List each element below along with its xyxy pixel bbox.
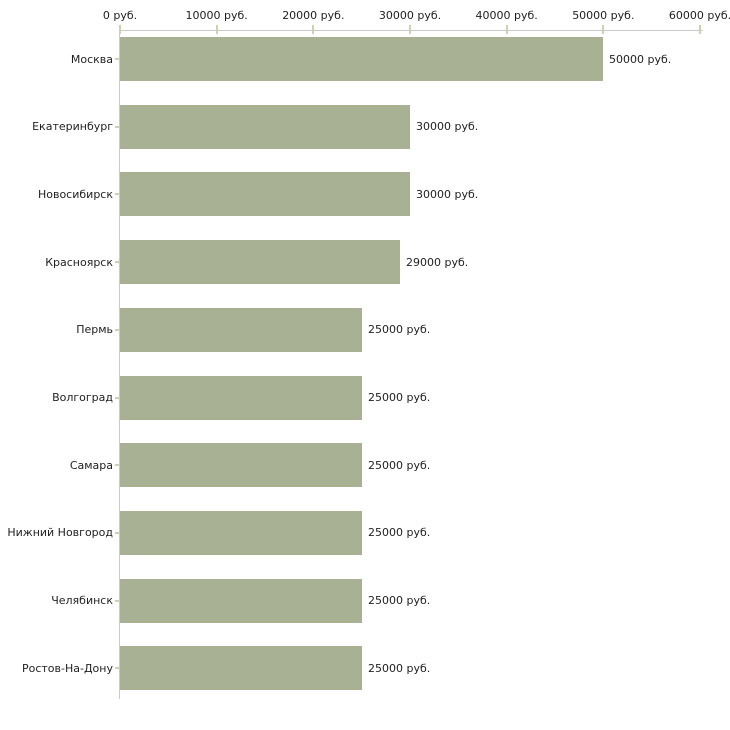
x-tick-label: 40000 руб. — [475, 9, 538, 22]
value-label: 30000 руб. — [416, 188, 479, 201]
category-label: Москва — [70, 53, 113, 66]
category-label: Ростов-На-Дону — [21, 662, 113, 675]
category-tick-mark — [115, 126, 120, 128]
bar — [120, 443, 362, 487]
value-label: 30000 руб. — [416, 120, 479, 133]
bar — [120, 172, 410, 216]
bar — [120, 105, 410, 149]
bar — [120, 240, 400, 284]
x-tick-label: 60000 руб. — [668, 9, 730, 22]
value-label: 25000 руб. — [368, 391, 431, 404]
x-tick-mark — [699, 25, 701, 34]
value-label: 25000 руб. — [368, 323, 431, 336]
category-tick-mark — [115, 261, 120, 263]
x-axis-line — [120, 30, 703, 31]
category-label: Новосибирск — [37, 188, 113, 201]
value-label: 25000 руб. — [368, 459, 431, 472]
value-label: 25000 руб. — [368, 526, 431, 539]
bar — [120, 37, 603, 81]
category-label: Волгоград — [52, 391, 113, 404]
category-tick-mark — [115, 464, 120, 466]
x-tick-label: 50000 руб. — [572, 9, 635, 22]
value-label: 25000 руб. — [368, 594, 431, 607]
category-label: Самара — [69, 459, 113, 472]
value-label: 25000 руб. — [368, 662, 431, 675]
bar — [120, 579, 362, 623]
x-tick-mark — [312, 25, 315, 34]
value-label: 29000 руб. — [406, 256, 469, 269]
category-tick-mark — [115, 667, 120, 669]
bar — [120, 308, 362, 352]
x-tick-mark — [602, 25, 605, 34]
x-tick-mark — [215, 25, 218, 34]
bar — [120, 376, 362, 420]
bar — [120, 511, 362, 555]
x-tick-label: 0 руб. — [102, 9, 138, 22]
x-tick-label: 20000 руб. — [282, 9, 345, 22]
category-label: Челябинск — [51, 594, 113, 607]
category-tick-mark — [115, 397, 120, 399]
category-tick-mark — [115, 329, 120, 331]
x-tick-mark — [505, 25, 508, 34]
category-tick-mark — [115, 532, 120, 534]
category-label: Красноярск — [45, 256, 113, 269]
category-tick-mark — [115, 58, 120, 60]
y-axis-line — [119, 30, 120, 699]
category-tick-mark — [115, 600, 120, 602]
category-label: Екатеринбург — [32, 120, 113, 133]
x-tick-label: 10000 руб. — [185, 9, 248, 22]
value-label: 50000 руб. — [609, 53, 672, 66]
x-tick-mark — [409, 25, 411, 34]
x-tick-label: 30000 руб. — [378, 9, 442, 22]
category-label: Пермь — [76, 323, 113, 336]
bar — [120, 646, 362, 690]
x-tick-mark — [119, 25, 121, 34]
category-label: Нижний Новгород — [7, 526, 113, 539]
category-tick-mark — [115, 193, 120, 195]
